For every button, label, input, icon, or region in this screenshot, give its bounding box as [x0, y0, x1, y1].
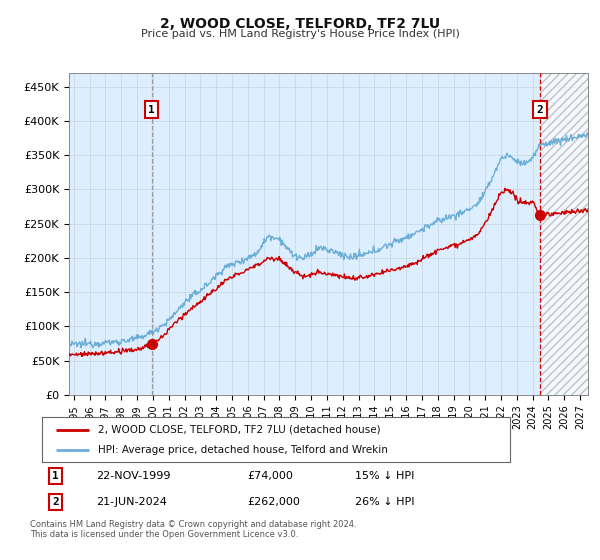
Text: 2: 2 — [52, 497, 59, 507]
Text: HPI: Average price, detached house, Telford and Wrekin: HPI: Average price, detached house, Telf… — [98, 445, 388, 455]
Text: 1: 1 — [148, 105, 155, 115]
Text: £262,000: £262,000 — [247, 497, 300, 507]
Text: 2: 2 — [536, 105, 543, 115]
Text: 2, WOOD CLOSE, TELFORD, TF2 7LU: 2, WOOD CLOSE, TELFORD, TF2 7LU — [160, 17, 440, 31]
Text: 21-JUN-2024: 21-JUN-2024 — [96, 497, 167, 507]
Text: 2, WOOD CLOSE, TELFORD, TF2 7LU (detached house): 2, WOOD CLOSE, TELFORD, TF2 7LU (detache… — [98, 424, 381, 435]
Bar — [541, 73, 588, 395]
Text: 22-NOV-1999: 22-NOV-1999 — [96, 471, 170, 480]
Text: 26% ↓ HPI: 26% ↓ HPI — [355, 497, 415, 507]
Text: £74,000: £74,000 — [247, 471, 293, 480]
Text: Contains HM Land Registry data © Crown copyright and database right 2024.
This d: Contains HM Land Registry data © Crown c… — [30, 520, 356, 539]
Text: 15% ↓ HPI: 15% ↓ HPI — [355, 471, 415, 480]
Text: Price paid vs. HM Land Registry's House Price Index (HPI): Price paid vs. HM Land Registry's House … — [140, 29, 460, 39]
Text: 1: 1 — [52, 471, 59, 480]
